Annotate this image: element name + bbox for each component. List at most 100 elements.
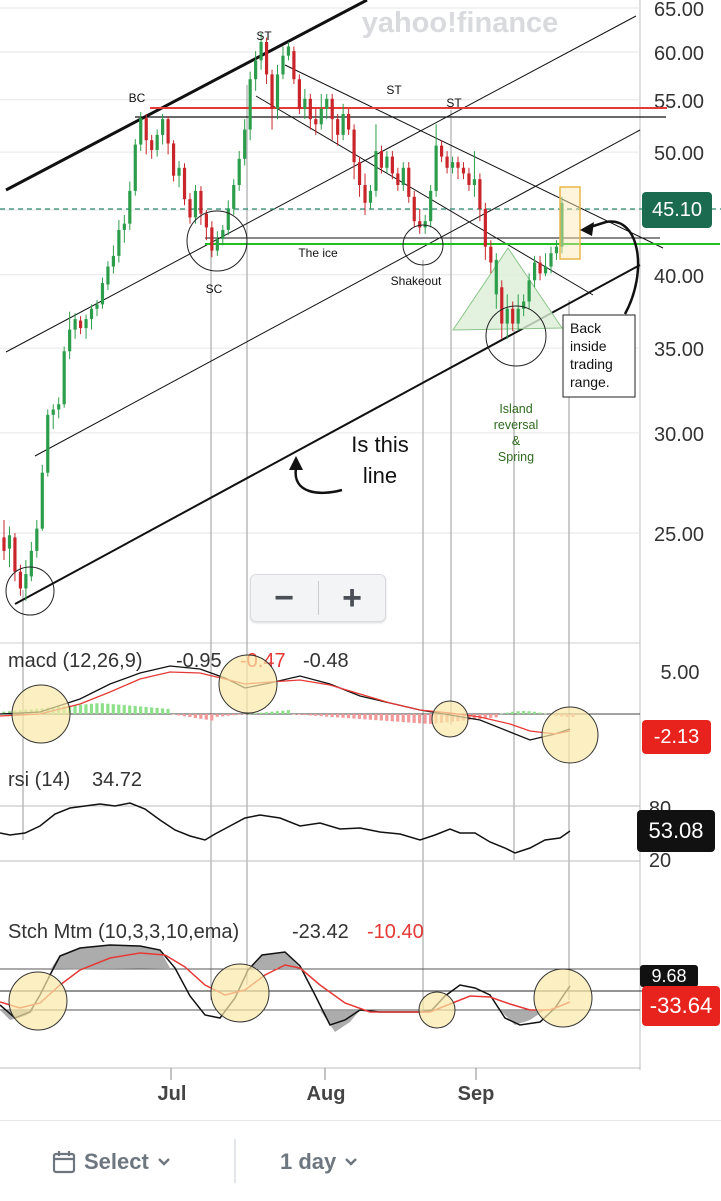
rsi-value: 34.72 — [92, 769, 142, 791]
macd-histogram-bar — [308, 714, 312, 716]
macd-histogram-bar — [532, 711, 537, 714]
macd-highlight-circles — [11, 654, 599, 764]
macd-histogram-bar — [385, 714, 389, 721]
rsi-tag: 53.08 — [637, 810, 715, 852]
candle — [78, 316, 83, 335]
candle-body — [248, 79, 252, 130]
zoom-divider — [318, 581, 319, 615]
bottom-toolbar: Select 1 day — [0, 1120, 721, 1201]
stock-chart[interactable]: yahoo!finance 65.0060.0055.0050.0045.004… — [0, 0, 721, 1120]
macd-signal-line — [0, 671, 571, 735]
candle-body — [193, 190, 198, 218]
candle-body — [182, 167, 187, 200]
macd-histogram-bar — [494, 714, 498, 718]
interval-label: 1 day — [280, 1149, 337, 1174]
candle-body — [18, 571, 23, 589]
candle-body — [407, 167, 411, 197]
candle-body — [264, 42, 269, 75]
rsi-tag-value: 53.08 — [648, 818, 704, 843]
candle-body — [483, 208, 487, 247]
candle-body — [472, 179, 477, 185]
candle — [29, 541, 33, 582]
candle-body — [210, 227, 214, 251]
annotation-circles — [5, 210, 547, 616]
macd-histogram-bar — [352, 714, 356, 719]
candle — [144, 113, 148, 155]
macd-value-3: -0.48 — [303, 650, 349, 672]
stoch-line — [0, 944, 571, 1026]
macd-histogram-bar — [117, 704, 121, 714]
macd-histogram-bar — [335, 714, 340, 718]
candle-body — [336, 119, 340, 135]
is-this-line-arrow — [294, 467, 343, 494]
candle — [281, 46, 285, 80]
candle — [368, 184, 373, 209]
candle — [527, 273, 531, 309]
interval-dropdown[interactable]: 1 day — [280, 1149, 358, 1175]
candle — [100, 277, 105, 309]
stoch-value-1: -23.42 — [292, 921, 349, 943]
zoom-in-button[interactable]: + — [342, 578, 362, 617]
candle-body — [319, 108, 323, 125]
candle-body — [95, 304, 99, 309]
candle-body — [347, 113, 351, 130]
candle-body — [270, 74, 274, 109]
candle — [95, 300, 99, 317]
x-tick-sep: Sep — [458, 1083, 495, 1105]
macd-histogram-bar — [226, 714, 230, 716]
zoom-control: − + — [250, 574, 386, 622]
candle — [133, 139, 137, 196]
candle — [7, 526, 12, 567]
candle-body — [73, 319, 77, 330]
macd-histogram-bar — [412, 714, 416, 723]
candle — [199, 186, 203, 225]
price-axis-tick: 55.00 — [654, 91, 704, 113]
macd-histogram-bar — [95, 703, 99, 714]
macd-histogram-bar — [210, 714, 214, 721]
candle-body — [516, 308, 520, 324]
candle-body — [46, 414, 50, 473]
calendar-icon — [52, 1151, 76, 1174]
select-dropdown[interactable]: Select — [52, 1149, 171, 1175]
candle — [549, 246, 553, 274]
stoch-hidden-tag: 9.68 — [640, 965, 698, 987]
candle-body — [341, 113, 345, 135]
candle — [128, 181, 132, 230]
candle — [13, 533, 17, 582]
candle — [308, 93, 312, 130]
label-back-4: range. — [570, 374, 610, 390]
macd-histogram-bar — [363, 714, 367, 720]
last-candle-highlight — [559, 186, 581, 260]
candle — [385, 151, 389, 174]
chevron-down-icon — [345, 1158, 358, 1166]
stoch-hidden-tag-value: 9.68 — [651, 966, 687, 986]
macd-histogram-bar — [418, 714, 422, 724]
candle-body — [51, 409, 55, 415]
macd-histogram-bar — [221, 714, 225, 717]
macd-histogram-bar — [538, 712, 542, 714]
macd-line — [0, 665, 571, 741]
zoom-out-button[interactable]: − — [274, 578, 294, 617]
candle — [188, 193, 192, 224]
candle — [450, 156, 455, 174]
price-axis-tick: 25.00 — [654, 524, 704, 546]
candle-body — [78, 320, 83, 329]
price-axis-tick: 65.00 — [654, 0, 704, 21]
price-axis-tick: 50.00 — [654, 143, 704, 165]
candle — [210, 221, 214, 258]
price-axis-tick: 40.00 — [654, 266, 704, 288]
candle — [270, 69, 274, 130]
candle-body — [133, 144, 137, 191]
candle — [467, 167, 471, 191]
candle — [325, 93, 329, 120]
macd-histogram-bar — [242, 714, 247, 715]
macd-histogram-bar — [423, 714, 427, 724]
stoch-highlight-circles — [8, 963, 593, 1031]
candle-body — [363, 184, 367, 203]
macd-histogram-bar — [7, 711, 11, 714]
macd-histogram-bar — [2, 711, 6, 714]
candle — [177, 161, 181, 188]
candle — [390, 151, 394, 180]
candle — [363, 173, 367, 215]
macd-histogram-bar — [489, 714, 493, 718]
